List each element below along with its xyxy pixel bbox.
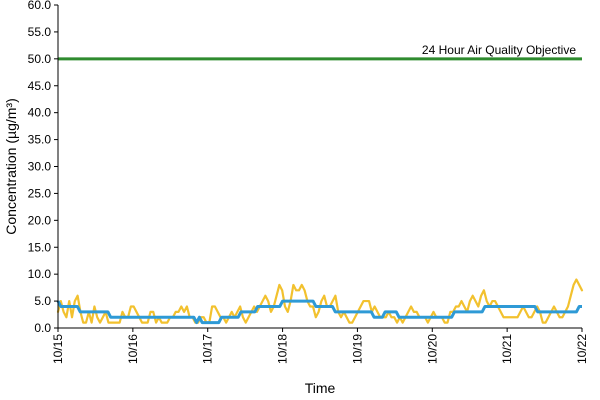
- objective-annotation: 24 Hour Air Quality Objective: [422, 43, 576, 57]
- y-tick-label: 5.0: [34, 294, 51, 308]
- x-tick-label: 10/21: [500, 334, 514, 364]
- y-tick-label: 30.0: [28, 160, 52, 174]
- y-tick-label: 35.0: [28, 133, 52, 147]
- y-tick-label: 20.0: [28, 213, 52, 227]
- y-tick-label: 55.0: [28, 25, 52, 39]
- x-tick-label: 10/16: [126, 334, 140, 364]
- x-tick-label: 10/18: [276, 334, 290, 364]
- y-tick-label: 0.0: [34, 321, 51, 335]
- y-tick-label: 45.0: [28, 79, 52, 93]
- y-tick-label: 10.0: [28, 267, 52, 281]
- x-tick-label: 10/20: [425, 334, 439, 364]
- x-axis-title: Time: [305, 380, 336, 396]
- x-tick-labels: 10/15 10/16 10/17 10/18 10/19 10/20 10/21 10/22: [51, 328, 589, 364]
- series-group: [56, 278, 584, 325]
- x-tick-label: 10/22: [575, 334, 589, 364]
- y-tick-label: 50.0: [28, 52, 52, 66]
- y-tick-label: 25.0: [28, 186, 52, 200]
- y-tick-label: 40.0: [28, 106, 52, 120]
- y-tick-labels: 0.0 5.0 10.0 15.0 20.0 25.0 30.0 35.0 40.0 45.0 50…: [28, 0, 58, 335]
- x-tick-label: 10/17: [201, 334, 215, 364]
- y-tick-label: 15.0: [28, 240, 52, 254]
- y-tick-label: 60.0: [28, 0, 52, 12]
- blue-series-line: [56, 299, 582, 325]
- x-tick-label: 10/19: [350, 334, 364, 364]
- y-axis-title: Concentration (µg/m³): [3, 98, 19, 234]
- x-tick-label: 10/15: [51, 334, 65, 364]
